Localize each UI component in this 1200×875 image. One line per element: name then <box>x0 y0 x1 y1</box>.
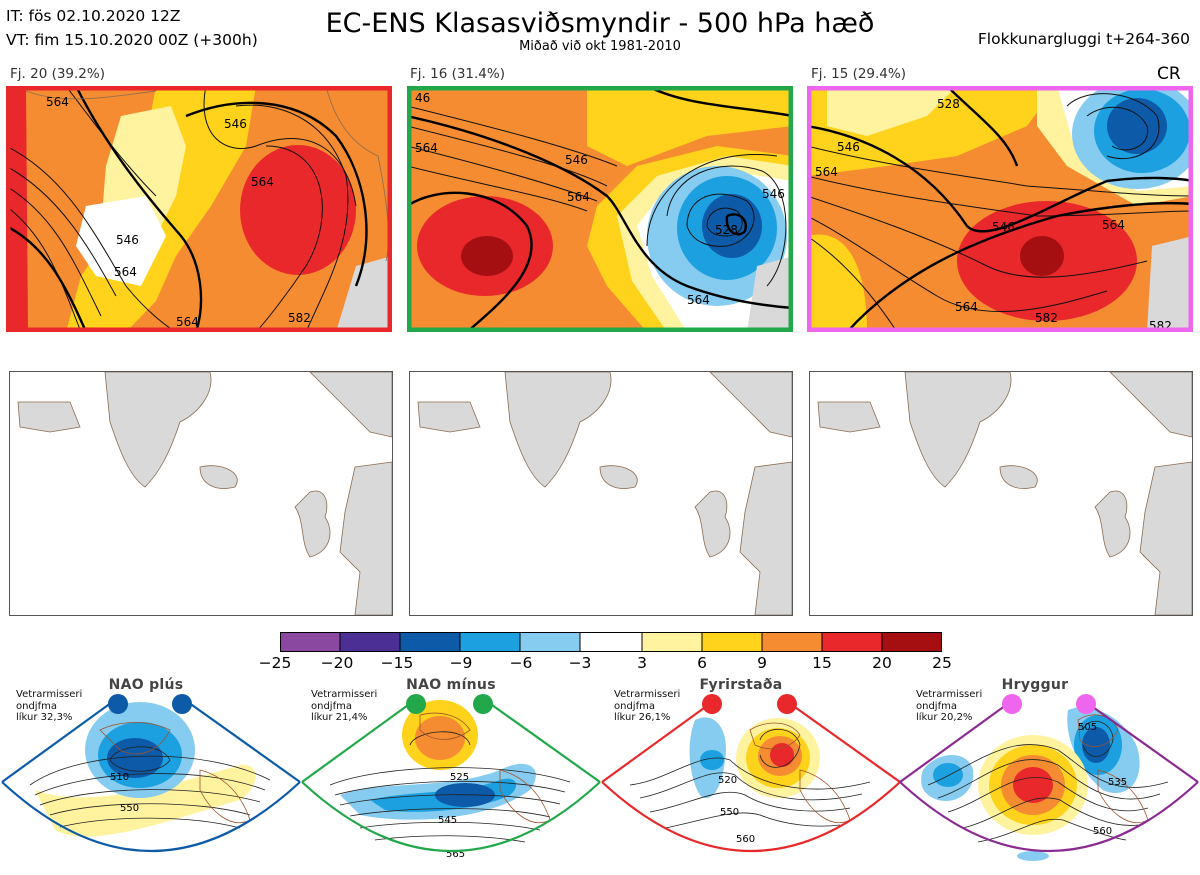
valid-time: VT: fim 15.10.2020 00Z (+300h) <box>6 31 258 49</box>
classification-window: Flokkunargluggi t+264-360 <box>977 30 1190 48</box>
colorbar-segment <box>702 632 762 652</box>
contour-label: 564 <box>1102 218 1125 232</box>
regime-1-marker <box>108 694 128 714</box>
regime-2-frame <box>301 699 601 853</box>
colorbar <box>280 632 942 652</box>
colorbar-segment <box>460 632 520 652</box>
contour-label: 564 <box>815 165 838 179</box>
regime-3-frame <box>601 699 901 853</box>
regime-4-frame <box>899 699 1199 853</box>
contour-label: 550 <box>720 807 739 818</box>
regime-1-map[interactable]: 510 550 <box>0 690 302 871</box>
colorbar-tick: −3 <box>568 654 592 672</box>
colorbar-tick: −15 <box>380 654 414 672</box>
cluster-2-detail-map[interactable] <box>409 371 793 616</box>
contour-label: 546 <box>992 220 1015 234</box>
colorbar-tick: −25 <box>258 654 292 672</box>
contour-label: 520 <box>718 775 737 786</box>
regime-2-map[interactable]: 525 545 565 <box>300 690 602 871</box>
contour-label: 535 <box>1108 777 1127 788</box>
contour-label: 564 <box>415 141 438 155</box>
contour-label: 545 <box>438 815 457 826</box>
colorbar-segment <box>642 632 702 652</box>
cluster-1-map[interactable]: 546 564 546 564 564 564 582 <box>6 86 392 332</box>
cluster-2-map[interactable]: 46 564 546 564 528 546 564 <box>407 86 793 332</box>
regime-2-marker <box>406 694 426 714</box>
contour-label: 546 <box>116 233 139 247</box>
regime-3-meta: Vetrarmisseri ondjfma líkur 26,1% <box>614 689 681 723</box>
colorbar-tick: 15 <box>812 654 832 672</box>
contour-label: 564 <box>46 95 69 109</box>
run-info: IT: fös 02.10.2020 12Z VT: fim 15.10.202… <box>6 4 258 52</box>
regime-3-name: Fyrirstaða <box>699 677 783 693</box>
cluster-1-frame <box>6 86 392 332</box>
colorbar-tick: 25 <box>932 654 952 672</box>
contour-label: 510 <box>110 772 129 783</box>
regime-4-name: Hryggur <box>1001 677 1069 693</box>
cr-label: CR <box>1157 64 1181 84</box>
contour-label: 505 <box>1078 722 1097 733</box>
contour-label: 565 <box>446 849 465 860</box>
regime-3-marker <box>777 694 797 714</box>
cluster-3-map[interactable]: 528 546 564 546 564 564 582 582 <box>807 86 1193 332</box>
contour-label: 546 <box>224 117 247 131</box>
regime-3-map[interactable]: 520 550 560 <box>600 690 902 871</box>
colorbar-segment <box>520 632 580 652</box>
contour-label: 564 <box>687 293 710 307</box>
colorbar-segment <box>762 632 822 652</box>
contour-label: 528 <box>937 97 960 111</box>
regime-2-name: NAO mínus <box>406 677 496 693</box>
regime-4-marker <box>1076 694 1096 714</box>
colorbar-tick: −6 <box>509 654 533 672</box>
colorbar-segment <box>882 632 942 652</box>
regime-4-marker <box>1002 694 1022 714</box>
contour-label: 564 <box>114 265 137 279</box>
contour-label: 560 <box>1093 826 1112 837</box>
colorbar-tick: 6 <box>697 654 707 672</box>
regime-3-marker <box>702 694 722 714</box>
colorbar-segment <box>280 632 340 652</box>
contour-label: 550 <box>120 803 139 814</box>
contour-label: 564 <box>955 300 978 314</box>
contour-label: 582 <box>1035 311 1058 325</box>
contour-label: 582 <box>288 311 311 325</box>
colorbar-segment <box>400 632 460 652</box>
contour-label: 546 <box>837 140 860 154</box>
cluster-1-label: Fj. 20 (39.2%) <box>10 66 105 82</box>
colorbar-segment <box>340 632 400 652</box>
colorbar-segment <box>580 632 642 652</box>
cluster-2-label: Fj. 16 (31.4%) <box>410 66 505 82</box>
contour-label: 564 <box>251 175 274 189</box>
contour-label: 564 <box>176 315 199 329</box>
colorbar-tick: −9 <box>449 654 473 672</box>
regime-1-meta: Vetrarmisseri ondjfma líkur 32,3% <box>16 689 83 723</box>
colorbar-tick: 9 <box>757 654 767 672</box>
regime-1-name: NAO plús <box>108 677 184 693</box>
contour-label: 546 <box>762 187 785 201</box>
cluster-3-frame <box>807 86 1193 332</box>
regime-4-meta: Vetrarmisseri ondjfma líkur 20,2% <box>916 689 983 723</box>
initial-time: IT: fös 02.10.2020 12Z <box>6 7 181 25</box>
regime-2-marker <box>473 694 493 714</box>
regime-1-marker <box>172 694 192 714</box>
contour-label: 546 <box>565 153 588 167</box>
colorbar-tick: −20 <box>320 654 354 672</box>
page-subtitle: Miðað við okt 1981-2010 <box>519 39 681 54</box>
contour-label: 564 <box>567 190 590 204</box>
regime-1-frame <box>1 699 301 853</box>
cluster-2-frame <box>407 86 793 332</box>
regime-4-map[interactable]: 505 535 560 <box>898 690 1200 871</box>
colorbar-tick: 20 <box>872 654 892 672</box>
contour-label: 525 <box>450 772 469 783</box>
page-title: EC-ENS Klasasviðsmyndir - 500 hPa hæð <box>325 8 875 39</box>
cluster-3-label: Fj. 15 (29.4%) <box>811 66 906 82</box>
regime-2-meta: Vetrarmisseri ondjfma líkur 21,4% <box>311 689 378 723</box>
colorbar-segment <box>822 632 882 652</box>
contour-label: 528 <box>715 223 738 237</box>
colorbar-tick: 3 <box>637 654 647 672</box>
contour-label: 560 <box>736 834 755 845</box>
contour-label: 46 <box>415 91 430 105</box>
cluster-3-detail-map[interactable] <box>809 371 1193 616</box>
cluster-1-detail-map[interactable] <box>9 371 393 616</box>
